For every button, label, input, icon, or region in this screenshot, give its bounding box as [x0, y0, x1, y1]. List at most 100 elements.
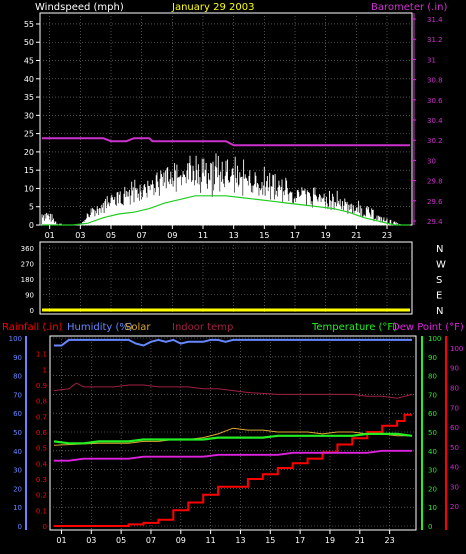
wind-hour-tick-label: 09	[167, 231, 177, 240]
indoor-temp-axis-label: Indoor temp	[172, 322, 233, 333]
temperature-tick-label: 10	[428, 504, 437, 512]
temperature-tick-label: 20	[428, 485, 437, 493]
barometer-tick-labels: 29.4 29.6 29.8 30 30.2 30.4 30.6 30.8 31 31.2 31.4	[412, 13, 443, 226]
rainfall-tick-label: 0.9	[36, 382, 47, 390]
windspeed-axis-label: Windspeed (mph)	[35, 2, 124, 13]
rainfall-tick-label: 0.5	[36, 445, 47, 453]
humidity-axis-label: Humidity (%)	[67, 322, 133, 333]
climate-hour-tick-label: 09	[176, 536, 186, 545]
temperature-tick-label: 90	[428, 354, 437, 362]
dew-point-tick-label: 30	[450, 483, 459, 491]
wind-average-series	[42, 195, 410, 226]
temperature-tick-label: 80	[428, 373, 437, 381]
rainfall-tick-label: 0.1	[36, 507, 47, 515]
temperature-axis-label: Temperature (°F)	[311, 322, 397, 333]
rainfall-tick-label: 1.1	[36, 351, 47, 359]
dew-point-tick-label: 90	[450, 365, 459, 373]
climate-hour-tick-label: 05	[116, 536, 126, 545]
solar-axis-label: Solar	[125, 322, 151, 333]
wind-hour-tick-label: 19	[321, 231, 331, 240]
temperature-tick-label: 0	[428, 523, 432, 531]
wind-hour-tick-label: 15	[259, 231, 269, 240]
dew-point-tick-label: 80	[450, 384, 459, 392]
humidity-tick-label: 60	[13, 410, 22, 418]
climate-hour-tick-label: 23	[385, 536, 395, 545]
windspeed-tick-label: 5	[29, 203, 34, 212]
temperature-tick-label: 40	[428, 448, 437, 456]
rainfall-tick-label: 0.4	[36, 460, 48, 468]
rainfall-tick-label: 1	[43, 366, 47, 374]
direction-degree-label: 360	[21, 245, 34, 253]
windspeed-tick-label: 45	[24, 57, 34, 66]
wind-hour-tick-label: 03	[75, 231, 85, 240]
barometer-tick-label: 30.8	[427, 77, 443, 85]
humidity-tick-label: 0	[18, 523, 22, 531]
wind-hour-tick-label: 01	[45, 231, 55, 240]
temperature-tick-label: 50	[428, 429, 437, 437]
barometer-tick-label: 29.6	[427, 198, 443, 206]
windspeed-tick-label: 25	[24, 130, 34, 139]
wind-hour-tick-label: 11	[198, 231, 208, 240]
indoor-temp-series	[53, 382, 413, 399]
windspeed-tick-label: 10	[24, 184, 34, 193]
dew-point-axis-label: Dew Point (°F)	[392, 322, 464, 333]
humidity-tick-label: 90	[13, 354, 22, 362]
direction-degree-label: 180	[21, 276, 34, 284]
solar-series	[53, 427, 412, 446]
compass-label: W	[436, 260, 446, 271]
barometer-tick-label: 30.4	[427, 117, 443, 125]
temperature-tick-label: 100	[428, 335, 441, 343]
wind-hour-tick-label: 17	[290, 231, 300, 240]
temperature-tick-label: 70	[428, 391, 437, 399]
wind-hour-tick-label: 07	[137, 231, 147, 240]
direction-degree-label: 270	[21, 261, 34, 269]
wind-hour-tick-label: 13	[229, 231, 239, 240]
windspeed-tick-label: 40	[24, 75, 34, 84]
dew-point-series	[54, 449, 412, 462]
direction-degree-labels: 0 90 180 270 360	[21, 245, 34, 315]
humidity-tick-label: 50	[13, 429, 22, 437]
direction-degree-label: 90	[25, 292, 34, 300]
climate-hour-tick-label: 13	[235, 536, 245, 545]
windspeed-tick-label: 0	[29, 221, 34, 230]
barometer-tick-label: 30.2	[427, 137, 443, 145]
humidity-series	[54, 338, 412, 347]
temperature-tick-label: 60	[428, 410, 437, 418]
windspeed-tick-label: 20	[24, 148, 34, 157]
wind-hour-tick-label: 23	[382, 231, 392, 240]
temperature-series	[53, 432, 413, 445]
climate-side-axes: 010203040506070809010000.10.20.30.40.50.…	[9, 335, 464, 531]
climate-hour-tick-labels: 01 03 05 07 09 11 13 15 17 19 21 23	[56, 530, 395, 545]
humidity-tick-label: 40	[13, 448, 22, 456]
barometer-tick-label: 30.6	[427, 97, 443, 105]
wind-hour-tick-label: 05	[106, 231, 116, 240]
dew-point-tick-label: 100	[450, 345, 463, 353]
climate-series	[53, 338, 413, 527]
direction-panel-frame	[39, 241, 413, 315]
compass-label: E	[436, 291, 442, 302]
humidity-tick-label: 80	[13, 373, 22, 381]
humidity-tick-label: 30	[13, 467, 22, 475]
humidity-tick-label: 100	[9, 335, 22, 343]
rainfall-tick-label: 0.3	[36, 476, 47, 484]
climate-hour-tick-label: 19	[325, 536, 335, 545]
compass-label: N	[436, 306, 443, 317]
dew-point-tick-label: 60	[450, 424, 459, 432]
wind-hour-tick-label: 21	[351, 231, 361, 240]
windspeed-tick-label: 50	[24, 38, 34, 47]
dew-point-tick-label: 20	[450, 503, 459, 511]
barometer-tick-label: 31.4	[427, 16, 443, 24]
climate-hour-tick-label: 11	[206, 536, 216, 545]
compass-label: S	[436, 275, 442, 286]
humidity-tick-label: 70	[13, 391, 22, 399]
wind-hour-tick-labels: 01 03 05 07 09 11 13 15 17 19 21 23	[45, 225, 392, 240]
windspeed-tick-label: 55	[24, 20, 34, 29]
rainfall-axis-label: Rainfall (.in)	[2, 322, 63, 333]
windspeed-tick-label: 30	[24, 111, 34, 120]
climate-hour-tick-label: 21	[355, 536, 365, 545]
dew-point-tick-label: 40	[450, 464, 459, 472]
climate-hour-tick-label: 15	[265, 536, 275, 545]
humidity-tick-label: 20	[13, 485, 22, 493]
